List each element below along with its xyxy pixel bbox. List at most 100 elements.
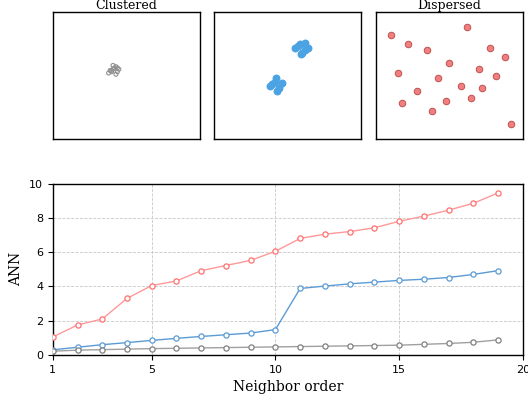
- Point: [291, 44, 299, 51]
- Point: [222, 344, 230, 351]
- Point: [345, 281, 354, 287]
- Point: [297, 51, 305, 57]
- Point: [444, 207, 452, 213]
- Point: [507, 120, 515, 127]
- Point: [147, 345, 156, 352]
- Point: [123, 295, 131, 302]
- Point: [420, 276, 428, 282]
- Point: [275, 85, 283, 91]
- Point: [197, 333, 205, 340]
- Point: [247, 330, 255, 336]
- Point: [172, 335, 181, 341]
- Point: [247, 344, 255, 350]
- Point: [247, 257, 255, 264]
- Point: [147, 337, 156, 344]
- Point: [98, 346, 107, 353]
- Point: [266, 82, 275, 89]
- Point: [197, 345, 205, 351]
- X-axis label: Neighbor order: Neighbor order: [232, 380, 343, 394]
- Point: [445, 60, 454, 66]
- Point: [320, 343, 329, 350]
- Y-axis label: ANN: ANN: [10, 252, 24, 286]
- Point: [395, 218, 403, 224]
- Point: [267, 81, 276, 88]
- Point: [467, 95, 476, 102]
- Point: [428, 108, 436, 114]
- Point: [494, 267, 502, 274]
- Point: [123, 339, 131, 346]
- Point: [98, 341, 107, 348]
- Point: [49, 348, 57, 355]
- Point: [301, 40, 309, 46]
- Point: [457, 82, 465, 89]
- Point: [172, 345, 181, 352]
- Point: [442, 98, 450, 104]
- Point: [294, 43, 302, 50]
- Point: [109, 66, 117, 73]
- Point: [420, 341, 428, 348]
- Point: [49, 346, 57, 353]
- Title: Clustered: Clustered: [95, 0, 157, 12]
- Point: [106, 67, 114, 74]
- Point: [423, 47, 431, 53]
- Point: [113, 65, 121, 71]
- Point: [304, 44, 313, 51]
- Point: [110, 65, 119, 71]
- Point: [320, 283, 329, 289]
- Point: [477, 85, 486, 91]
- Point: [394, 70, 402, 76]
- Title: Dispersed: Dispersed: [417, 0, 481, 12]
- Point: [444, 274, 452, 281]
- Point: [272, 75, 280, 81]
- Point: [486, 44, 495, 51]
- Point: [73, 347, 82, 353]
- Point: [398, 100, 407, 107]
- Point: [469, 339, 477, 346]
- Point: [296, 235, 304, 242]
- Point: [413, 87, 421, 94]
- Point: [278, 80, 286, 86]
- Point: [370, 342, 379, 349]
- Point: [271, 248, 280, 255]
- Point: [295, 41, 304, 47]
- Point: [386, 32, 395, 38]
- Point: [420, 213, 428, 220]
- Point: [271, 344, 280, 350]
- Point: [270, 79, 279, 85]
- Point: [296, 285, 304, 292]
- Point: [113, 69, 121, 75]
- Point: [115, 66, 123, 73]
- Point: [296, 343, 304, 350]
- Point: [501, 53, 510, 60]
- Point: [301, 47, 309, 53]
- Point: [494, 190, 502, 196]
- Point: [274, 87, 282, 94]
- Point: [73, 322, 82, 328]
- Point: [107, 67, 116, 74]
- Point: [147, 282, 156, 289]
- Point: [345, 228, 354, 235]
- Point: [49, 334, 57, 340]
- Point: [320, 231, 329, 237]
- Point: [463, 24, 471, 31]
- Point: [433, 75, 442, 81]
- Point: [345, 343, 354, 349]
- Point: [298, 49, 307, 56]
- Point: [98, 316, 107, 322]
- Point: [444, 340, 452, 347]
- Point: [475, 66, 483, 73]
- Point: [172, 278, 181, 284]
- Point: [404, 41, 412, 47]
- Point: [105, 70, 113, 76]
- Point: [469, 200, 477, 206]
- Point: [197, 267, 205, 274]
- Point: [271, 326, 280, 333]
- Point: [109, 62, 117, 69]
- Point: [492, 72, 501, 79]
- Point: [112, 71, 120, 78]
- Point: [222, 262, 230, 269]
- Point: [469, 271, 477, 278]
- Point: [395, 277, 403, 284]
- Point: [73, 344, 82, 350]
- Point: [112, 63, 120, 70]
